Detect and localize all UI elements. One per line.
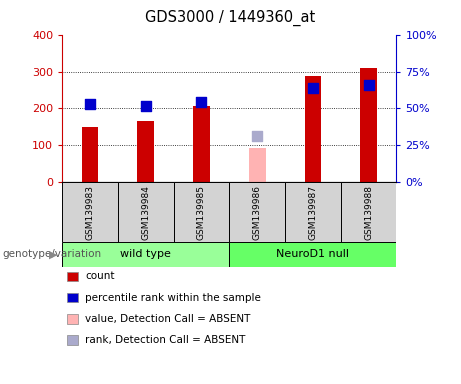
Bar — [285, 182, 341, 242]
Bar — [229, 182, 285, 242]
Text: NeuroD1 null: NeuroD1 null — [277, 249, 349, 260]
Text: genotype/variation: genotype/variation — [2, 249, 101, 260]
Bar — [137, 121, 154, 182]
Text: GSM139988: GSM139988 — [364, 185, 373, 240]
Bar — [174, 182, 229, 242]
Bar — [229, 242, 396, 267]
Point — [254, 133, 261, 139]
Text: percentile rank within the sample: percentile rank within the sample — [85, 293, 261, 303]
Bar — [62, 242, 229, 267]
Bar — [305, 76, 321, 182]
Text: value, Detection Call = ABSENT: value, Detection Call = ABSENT — [85, 314, 251, 324]
Point — [198, 99, 205, 105]
Bar — [249, 148, 266, 182]
Text: GSM139983: GSM139983 — [86, 185, 95, 240]
Bar — [118, 182, 174, 242]
Bar — [62, 182, 118, 242]
Text: rank, Detection Call = ABSENT: rank, Detection Call = ABSENT — [85, 335, 246, 345]
Point — [86, 101, 94, 107]
Text: GSM139987: GSM139987 — [308, 185, 318, 240]
Text: GDS3000 / 1449360_at: GDS3000 / 1449360_at — [145, 10, 316, 26]
Point — [309, 85, 317, 91]
Bar — [82, 127, 99, 182]
Point — [142, 103, 149, 109]
Text: GSM139984: GSM139984 — [141, 185, 150, 240]
Text: GSM139986: GSM139986 — [253, 185, 262, 240]
Text: ▶: ▶ — [49, 249, 58, 260]
Text: wild type: wild type — [120, 249, 171, 260]
Bar — [360, 68, 377, 182]
Bar — [341, 182, 396, 242]
Text: GSM139985: GSM139985 — [197, 185, 206, 240]
Text: count: count — [85, 271, 115, 281]
Bar — [193, 106, 210, 182]
Point — [365, 82, 372, 88]
